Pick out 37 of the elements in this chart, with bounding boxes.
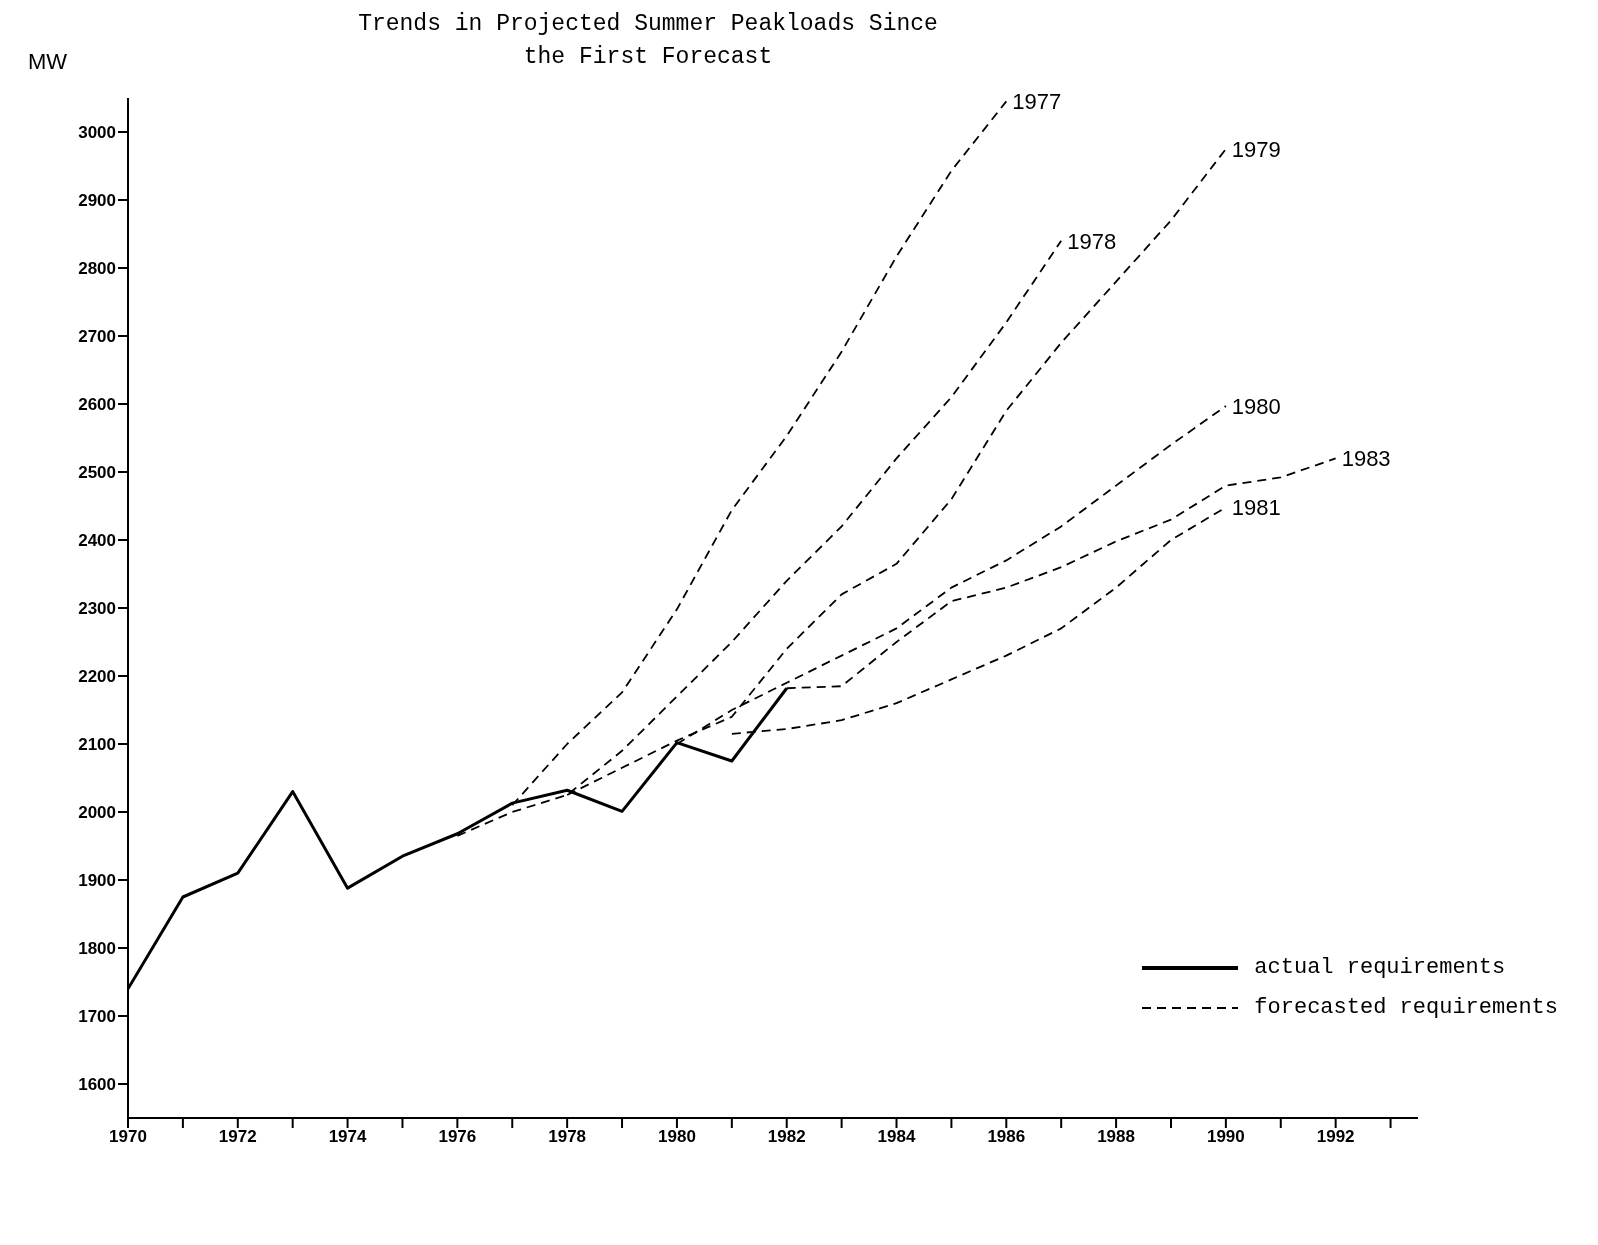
x-tick-label: 1984: [877, 1127, 916, 1147]
y-tick-label: 2100: [78, 735, 116, 755]
y-tick-label: 2900: [78, 191, 116, 211]
y-tick-label: 1800: [78, 939, 116, 959]
series-label: 1980: [1231, 393, 1281, 419]
y-tick-label: 2300: [78, 599, 116, 619]
x-tick-label: 1992: [1316, 1127, 1355, 1147]
chart-title: Trends in Projected Summer Peakloads Since the First Forecast: [357, 10, 939, 72]
y-tick-label: 1700: [78, 1007, 116, 1027]
x-tick-label: 1974: [328, 1127, 368, 1147]
x-tick-label: 1986: [987, 1127, 1026, 1147]
y-tick-label: 2400: [78, 531, 116, 551]
y-tick-label: 2600: [78, 395, 116, 415]
y-tick-label: 2700: [78, 327, 116, 347]
x-tick-label: 1976: [438, 1127, 477, 1147]
y-axis-title: MW: [28, 48, 68, 74]
y-tick-label: 1600: [78, 1075, 116, 1095]
series-label: 1983: [1341, 446, 1391, 472]
y-tick-label: 3000: [78, 123, 116, 143]
series-label: 1981: [1231, 495, 1281, 521]
y-tick-label: 2200: [78, 667, 116, 687]
series-label: 1977: [1012, 89, 1062, 115]
x-tick-label: 1972: [218, 1127, 257, 1147]
x-tick-label: 1982: [767, 1127, 806, 1147]
x-tick-label: 1990: [1206, 1127, 1245, 1147]
legend-label: actual requirements: [1254, 954, 1506, 982]
annotation: forecasted requirements: [1254, 994, 1558, 1022]
x-tick-label: 1988: [1097, 1127, 1135, 1147]
y-tick-label: 1900: [78, 871, 116, 891]
x-tick-label: 1978: [548, 1127, 587, 1147]
y-tick-label: 2500: [78, 463, 116, 483]
y-tick-label: 2000: [78, 803, 116, 823]
x-tick-label: 1970: [109, 1127, 147, 1147]
series-label: 1978: [1067, 228, 1117, 254]
x-tick-label: 1980: [658, 1127, 696, 1147]
y-tick-label: 2800: [78, 259, 116, 279]
series-label: 1979: [1231, 136, 1281, 162]
